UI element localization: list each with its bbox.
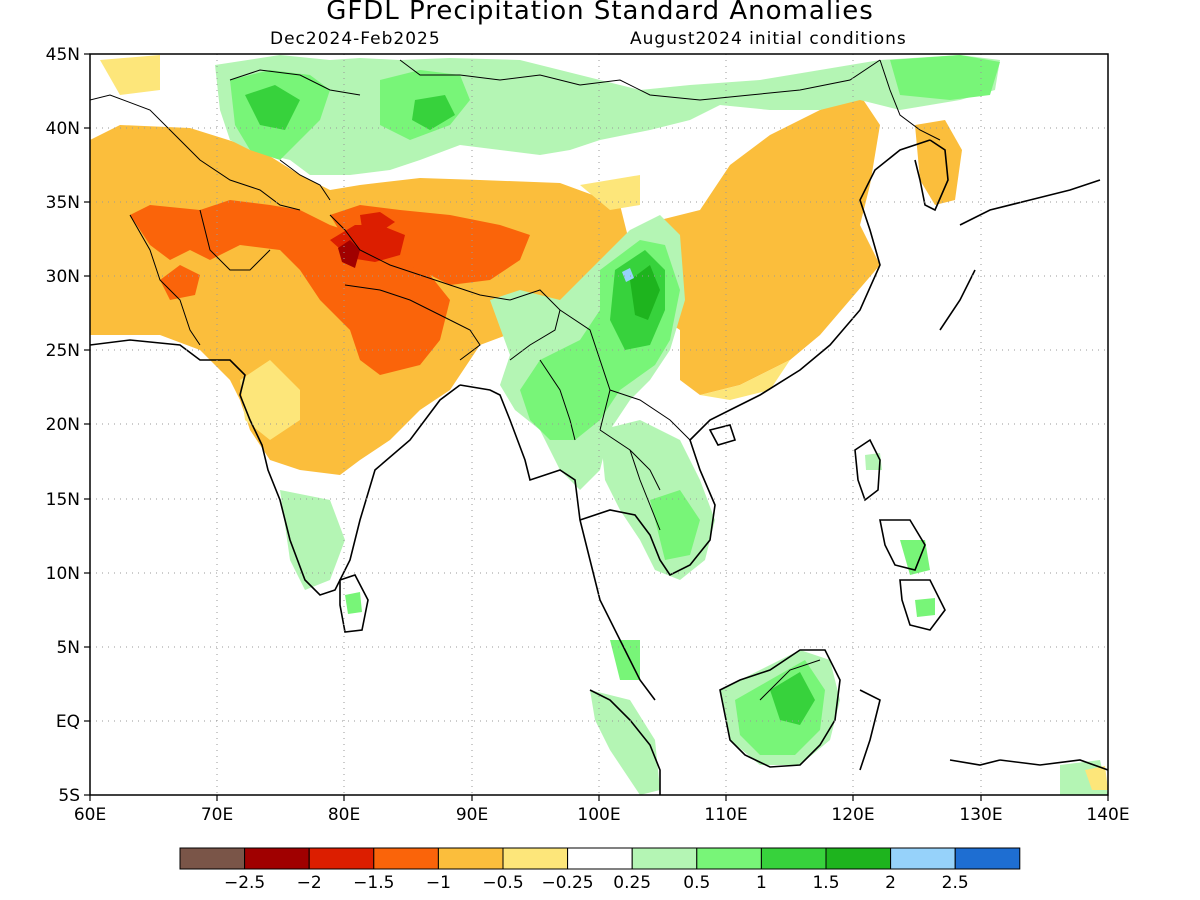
anomaly-region-fringe-china bbox=[580, 175, 640, 210]
anomaly-region-sumatra bbox=[590, 690, 660, 795]
anomaly-region-fringe-iran bbox=[100, 55, 160, 95]
colorbar-swatch bbox=[373, 847, 439, 870]
lon-label-140e: 140E bbox=[1086, 805, 1129, 825]
colorbar-swatch bbox=[437, 847, 504, 870]
colorbar-swatch bbox=[308, 847, 375, 870]
colorbar-tick-label: −1.5 bbox=[353, 873, 394, 893]
season-label: Dec2024-Feb2025 bbox=[270, 29, 441, 49]
lat-label-eq: EQ bbox=[56, 712, 80, 732]
colorbar-swatch bbox=[244, 847, 310, 870]
axis-ticks bbox=[84, 53, 1109, 801]
anomaly-region-mongolia-core bbox=[412, 95, 455, 130]
anomaly-region-east-china bbox=[640, 95, 880, 395]
colorbar-swatch bbox=[760, 847, 827, 870]
anomaly-region-central-asia bbox=[215, 55, 1000, 175]
anomaly-region-malay bbox=[610, 640, 640, 680]
map-plot-area bbox=[90, 55, 1108, 795]
lat-label-15n: 15N bbox=[46, 490, 80, 510]
anomaly-region-vietnam bbox=[650, 490, 700, 560]
colorbar: −2.5 −2 −1.5 −1 −0.5 −0.25 0.25 0.5 1 1.5 2 2.5 bbox=[179, 847, 1021, 893]
anomaly-region-south-india bbox=[280, 490, 345, 590]
colorbar-tick-label: 0.5 bbox=[683, 873, 710, 893]
lon-label-100e: 100E bbox=[577, 805, 620, 825]
anomaly-region-mindanao bbox=[915, 598, 935, 617]
colorbar-tick-label: 1.5 bbox=[812, 873, 839, 893]
anomaly-region-png-core bbox=[1085, 766, 1108, 790]
anomaly-region-kazakh-core bbox=[245, 85, 300, 130]
lat-label-20n: 20N bbox=[46, 415, 80, 435]
lat-label-5s: 5S bbox=[58, 786, 80, 806]
lat-label-10n: 10N bbox=[46, 564, 80, 584]
colorbar-tick-label: −2 bbox=[297, 873, 322, 893]
colorbar-tick-label: 0.25 bbox=[613, 873, 651, 893]
colorbar-tick-label: 1 bbox=[756, 873, 767, 893]
colorbar-swatch bbox=[567, 847, 633, 870]
lon-label-120e: 120E bbox=[831, 805, 874, 825]
lon-label-80e: 80E bbox=[328, 805, 360, 825]
anomaly-region-himalaya-core bbox=[338, 240, 360, 268]
colorbar-tick-label: 2.5 bbox=[942, 873, 969, 893]
anomaly-region-tibet-spot bbox=[360, 212, 395, 232]
colorbar-tick-label: −1 bbox=[426, 873, 451, 893]
anomaly-region-northeast bbox=[890, 55, 1000, 100]
coastlines bbox=[90, 139, 1108, 795]
anomaly-region-sri-lanka bbox=[345, 592, 362, 614]
country-borders bbox=[90, 59, 941, 701]
anomaly-region-sichuan-peak bbox=[622, 268, 634, 282]
map-title: GFDL Precipitation Standard Anomalies bbox=[326, 0, 874, 26]
lat-label-40n: 40N bbox=[46, 119, 80, 139]
colorbar-tick-label: −0.25 bbox=[542, 873, 594, 893]
lat-label-25n: 25N bbox=[46, 341, 80, 361]
colorbar-swatch bbox=[890, 847, 956, 870]
anomaly-region-philippines bbox=[900, 540, 930, 575]
lon-label-70e: 70E bbox=[201, 805, 233, 825]
lat-label-5n: 5N bbox=[56, 638, 80, 658]
lat-label-35n: 35N bbox=[46, 193, 80, 213]
anomaly-region-fringe-south bbox=[240, 360, 300, 440]
lat-label-30n: 30N bbox=[46, 267, 80, 287]
anomaly-region-pakistan-spot bbox=[160, 265, 200, 300]
colorbar-tick-label: −2.5 bbox=[224, 873, 265, 893]
colorbar-swatch bbox=[825, 847, 892, 870]
colorbar-swatch bbox=[696, 847, 762, 870]
lon-label-130e: 130E bbox=[959, 805, 1002, 825]
colorbar-swatch bbox=[954, 847, 1021, 870]
anomaly-region-sichuan-deep bbox=[630, 265, 660, 320]
init-conditions-label: August2024 initial conditions bbox=[630, 29, 907, 49]
lon-label-60e: 60E bbox=[74, 805, 106, 825]
lon-label-90e: 90E bbox=[456, 805, 488, 825]
colorbar-swatch bbox=[179, 847, 246, 870]
colorbar-tick-label: −0.5 bbox=[482, 873, 523, 893]
latitude-labels: 45N 40N 35N 30N 25N 20N 15N 10N 5N EQ 5S bbox=[46, 45, 80, 806]
lat-label-45n: 45N bbox=[46, 45, 80, 65]
colorbar-swatch bbox=[502, 847, 569, 870]
colorbar-swatch bbox=[631, 847, 698, 870]
anomaly-region-borneo-core bbox=[770, 672, 815, 725]
lon-label-110e: 110E bbox=[704, 805, 747, 825]
colorbar-tick-label: 2 bbox=[885, 873, 896, 893]
longitude-labels: 60E 70E 80E 90E 100E 110E 120E 130E 140E bbox=[74, 805, 1130, 825]
